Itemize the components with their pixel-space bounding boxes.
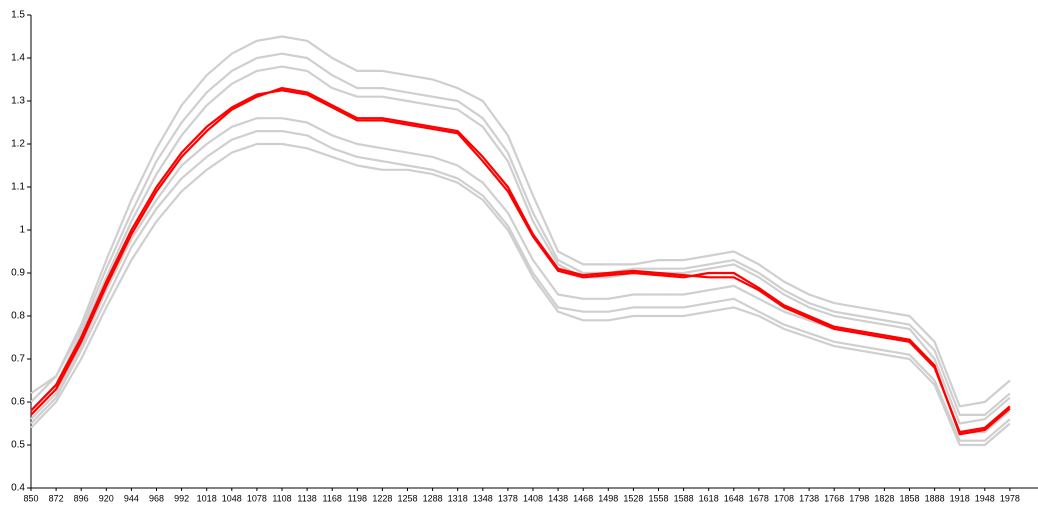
x-tick-label: 1978 <box>1000 493 1020 503</box>
x-tick-label: 1738 <box>799 493 819 503</box>
x-tick-label: 1408 <box>523 493 543 503</box>
x-tick-label: 1078 <box>247 493 267 503</box>
y-tick-label: 0.5 <box>11 440 25 451</box>
x-tick-label: 1378 <box>498 493 518 503</box>
x-tick-label: 850 <box>23 493 38 503</box>
x-tick-label: 1798 <box>849 493 869 503</box>
y-tick-label: 0.9 <box>11 268 25 279</box>
x-tick-label: 968 <box>149 493 164 503</box>
x-tick-label: 896 <box>74 493 89 503</box>
y-tick-label: 1.2 <box>11 139 25 150</box>
spectrum-line <box>30 52 1011 416</box>
y-tick-label: 1.5 <box>11 10 25 21</box>
spectrum-line <box>30 89 1011 436</box>
x-tick-label: 1948 <box>975 493 995 503</box>
x-tick-label: 1198 <box>348 493 367 503</box>
x-tick-label: 1048 <box>222 493 242 503</box>
spectrum-line <box>30 142 1011 447</box>
x-tick-label: 872 <box>49 493 64 503</box>
x-tick-label: 1648 <box>724 493 744 503</box>
spectrum-line <box>30 35 1011 408</box>
x-tick-label: 1168 <box>323 493 342 503</box>
spectrum-line <box>30 130 1011 442</box>
y-tick-label: 0.4 <box>11 483 25 494</box>
x-tick-label: 1018 <box>197 493 217 503</box>
x-tick-label: 1348 <box>473 493 493 503</box>
spectrum-line <box>30 65 1011 425</box>
x-tick-label: 1498 <box>598 493 618 503</box>
x-tick-label: 1768 <box>824 493 844 503</box>
x-tick-label: 1588 <box>674 493 694 503</box>
y-tick-label: 0.8 <box>11 311 25 322</box>
y-tick-label: 1.4 <box>11 53 25 64</box>
x-tick-label: 992 <box>174 493 189 503</box>
x-tick-label: 1228 <box>372 493 392 503</box>
x-tick-label: 1858 <box>899 493 919 503</box>
y-tick-label: 0.6 <box>11 397 25 408</box>
spectrum-line <box>30 87 1011 434</box>
x-tick-label: 1828 <box>874 493 894 503</box>
x-tick-label: 1888 <box>925 493 945 503</box>
y-tick-label: 1.1 <box>11 182 25 193</box>
x-tick-label: 920 <box>99 493 114 503</box>
x-tick-label: 1678 <box>749 493 769 503</box>
x-tick-label: 1138 <box>297 493 316 503</box>
y-tick-label: 0.7 <box>11 354 25 365</box>
x-tick-label: 1318 <box>448 493 468 503</box>
x-tick-label: 1108 <box>272 493 291 503</box>
x-tick-label: 1558 <box>648 493 668 503</box>
x-tick-label: 1438 <box>548 493 568 503</box>
x-tick-label: 1258 <box>397 493 417 503</box>
x-tick-label: 1288 <box>423 493 443 503</box>
x-tick-label: 1528 <box>623 493 643 503</box>
x-tick-label: 1618 <box>699 493 719 503</box>
x-tick-label: 1708 <box>774 493 794 503</box>
x-tick-label: 944 <box>124 493 139 503</box>
x-tick-label: 1918 <box>950 493 970 503</box>
y-tick-label: 1.3 <box>11 96 25 107</box>
y-tick-label: 1 <box>19 225 25 236</box>
x-tick-label: 1468 <box>573 493 593 503</box>
